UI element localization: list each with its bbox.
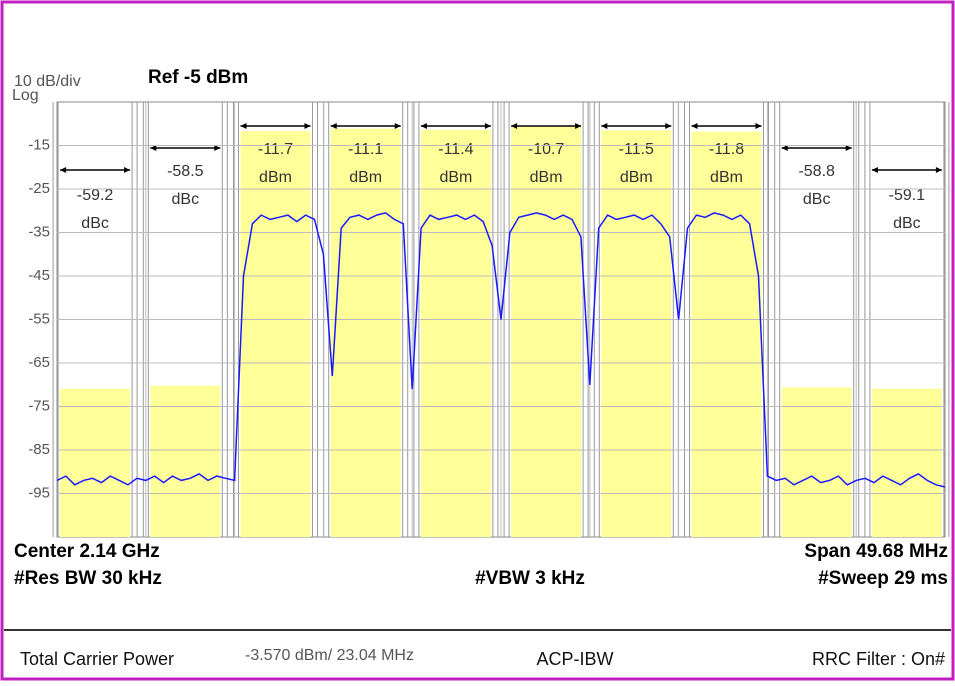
channel-value: -59.1 <box>889 187 926 204</box>
channel-band <box>330 128 401 537</box>
channel-band <box>420 129 491 537</box>
channel-band <box>601 130 672 537</box>
status-filter: RRC Filter : On# <box>812 649 945 669</box>
channel-unit: dBm <box>620 169 653 186</box>
status-value: -3.570 dBm/ 23.04 MHz <box>245 647 414 664</box>
channel-band <box>691 131 762 537</box>
y-tick-label: -85 <box>28 441 50 458</box>
channel-unit: dBm <box>710 169 743 186</box>
channel-band <box>511 126 582 538</box>
ref-label: Ref -5 dBm <box>148 67 248 88</box>
channel-band <box>60 388 131 537</box>
channel-unit: dBm <box>439 169 472 186</box>
y-tick-label: -35 <box>28 223 50 240</box>
status-mode: ACP-IBW <box>536 649 613 669</box>
channel-value: -10.7 <box>528 141 565 158</box>
channel-unit: dBc <box>172 191 200 208</box>
y-tick-label: -65 <box>28 354 50 371</box>
y-tick-label: -55 <box>28 310 50 327</box>
y-tick-label: -45 <box>28 267 50 284</box>
channel-unit: dBc <box>81 215 109 232</box>
channel-value: -59.2 <box>77 187 114 204</box>
channel-unit: dBc <box>803 191 831 208</box>
channel-unit: dBm <box>349 169 382 186</box>
channel-band <box>150 385 221 537</box>
channel-unit: dBm <box>530 169 563 186</box>
channel-unit: dBm <box>259 169 292 186</box>
y-tick-label: -75 <box>28 397 50 414</box>
channel-value: -11.1 <box>348 141 383 158</box>
channel-value: -11.8 <box>709 141 744 158</box>
center-label: Center 2.14 GHz <box>14 541 160 562</box>
channel-value: -58.8 <box>798 163 835 180</box>
y-tick-label: -15 <box>28 136 50 153</box>
channel-band <box>240 131 311 537</box>
channel-value: -11.4 <box>438 141 473 158</box>
y-tick-label: -95 <box>28 484 50 501</box>
rbw-label: #Res BW 30 kHz <box>14 568 162 589</box>
span-label: Span 49.68 MHz <box>804 541 948 562</box>
channel-unit: dBc <box>893 215 921 232</box>
channel-value: -11.7 <box>258 141 293 158</box>
scale-label: 10 dB/div <box>14 73 81 90</box>
sweep-label: #Sweep 29 ms <box>818 568 948 589</box>
channel-band <box>871 388 942 537</box>
y-tick-label: -25 <box>28 180 50 197</box>
log-label: Log <box>12 87 39 104</box>
status-label: Total Carrier Power <box>20 649 174 669</box>
channel-value: -58.5 <box>167 163 204 180</box>
vbw-label: #VBW 3 kHz <box>475 568 585 589</box>
channel-value: -11.5 <box>619 141 654 158</box>
trace <box>56 212 946 488</box>
channel-band <box>781 387 852 537</box>
